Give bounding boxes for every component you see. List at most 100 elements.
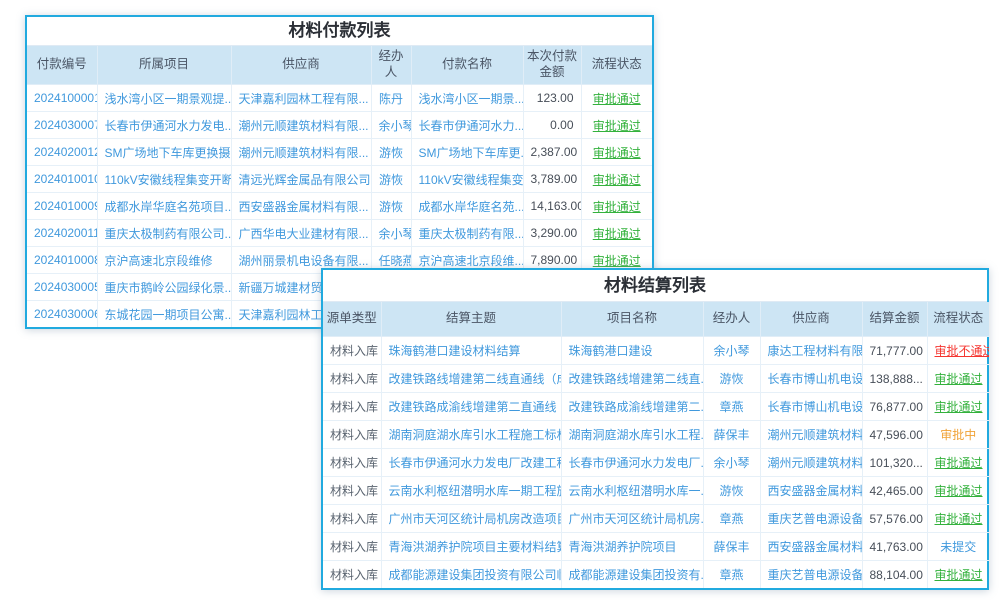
cell-link[interactable]: 潮州元顺建筑材料有限... [230,111,372,139]
cell-status[interactable]: 审批通过 [926,364,989,393]
cell-link[interactable]: 湖州丽景机电设备有限... [230,246,372,274]
cell-link[interactable]: 潮州元顺建筑材料有... [759,420,863,449]
cell-link[interactable]: 成都水岸华庭名苑... [410,192,524,220]
cell-status[interactable]: 审批通过 [926,504,989,533]
cell-link[interactable]: 浅水湾小区一期景... [410,84,524,112]
cell-handler[interactable]: 章燕 [702,392,761,421]
cell-status[interactable]: 审批不通过 [926,336,989,365]
cell-link[interactable]: 重庆太极制药有限公司... [96,219,232,247]
cell-link[interactable]: 长春市博山机电设备... [759,392,863,421]
cell-code[interactable]: 2024020011 [27,219,98,247]
cell-link[interactable]: 潮州元顺建筑材料有限... [230,138,372,166]
cell-link[interactable]: 成都能源建设集团投资有... [560,560,704,588]
cell-link[interactable]: 潮州元顺建筑材料有... [759,448,863,477]
cell-handler[interactable]: 薛保丰 [702,532,761,561]
cell-code[interactable]: 2024100001 [27,84,98,112]
cell-link[interactable]: 湖南洞庭湖水库引水工程... [560,420,704,449]
table-row: 2024010010 110kV安徽线程集变开断... 清远光辉金属品有限公司 游恢 1… [27,165,652,193]
cell-link[interactable]: 康达工程材料有限公司 [759,336,863,365]
cell-code[interactable]: 2024010010 [27,165,98,193]
cell-handler[interactable]: 余小琴 [702,336,761,365]
table-row: 2024010009 成都水岸华庭名苑项目... 西安盛器金属材料有限... 游恢 成都… [27,192,652,220]
cell-status[interactable]: 审批通过 [580,219,652,247]
cell-link[interactable]: 重庆市鹅岭公园绿化景... [96,273,232,301]
cell-amount: 76,877.00 [861,392,928,421]
cell-amount: 47,596.00 [861,420,928,449]
cell-link[interactable]: 京沪高速北京段维修 [96,246,232,274]
cell-code[interactable]: 2024030006 [27,300,98,327]
cell-link[interactable]: 西安盛器金属材料有限... [230,192,372,220]
cell-link[interactable]: 110kV安徽线程集变开断... [96,165,232,193]
cell-handler[interactable]: 游恢 [370,192,412,220]
cell-link[interactable]: 东城花园一期项目公寓... [96,300,232,327]
cell-link[interactable]: 珠海鹤港口建设材料结算 [380,336,562,365]
cell-link[interactable]: 改建铁路线增建第二线直... [560,364,704,393]
cell-code[interactable]: 2024030007 [27,111,98,139]
cell-code[interactable]: 2024010008 [27,246,98,274]
cell-amount: 88,104.00 [861,560,928,588]
cell-handler[interactable]: 薛保丰 [702,420,761,449]
cell-handler[interactable]: 游恢 [370,138,412,166]
column-header: 经办人 [370,46,412,85]
cell-link[interactable]: 长春市伊通河水力... [410,111,524,139]
cell-status[interactable]: 审批通过 [580,165,652,193]
cell-status[interactable]: 审批通过 [580,192,652,220]
cell-link[interactable]: 珠海鹤港口建设 [560,336,704,365]
cell-status[interactable]: 审批通过 [926,476,989,505]
cell-link[interactable]: 青海洪湖养护院项目 [560,532,704,561]
cell-link[interactable]: 西安盛器金属材料有... [759,476,863,505]
cell-link[interactable]: 改建铁路线增建第二线直通线（成... [380,364,562,393]
cell-link[interactable]: 长春市伊通河水力发电厂改建工程... [380,448,562,477]
cell-handler[interactable]: 游恢 [702,364,761,393]
cell-status[interactable]: 审批通过 [580,138,652,166]
cell-link[interactable]: 天津嘉利园林工程有限... [230,84,372,112]
cell-status[interactable]: 审批通过 [580,111,652,139]
cell-status[interactable]: 审批通过 [580,84,652,112]
cell-link[interactable]: 长春市博山机电设备... [759,364,863,393]
cell-link[interactable]: 长春市伊通河水力发电... [96,111,232,139]
cell-link[interactable]: 云南水利枢纽潜明水库一... [560,476,704,505]
column-header: 所属项目 [96,46,232,85]
cell-status: 审批中 [926,420,989,449]
cell-link[interactable]: 广州市天河区统计局机房改造项目... [380,504,562,533]
cell-handler[interactable]: 陈丹 [370,84,412,112]
cell-link[interactable]: 重庆艺普电源设备有... [759,560,863,588]
cell-handler[interactable]: 游恢 [702,476,761,505]
cell-link[interactable]: 广西华电大业建材有限... [230,219,372,247]
cell-link[interactable]: 浅水湾小区一期景观提... [96,84,232,112]
cell-link[interactable]: 青海洪湖养护院项目主要材料结算 [380,532,562,561]
cell-handler[interactable]: 余小琴 [702,448,761,477]
cell-status[interactable]: 审批通过 [926,560,989,588]
cell-link[interactable]: 成都能源建设集团投资有限公司临... [380,560,562,588]
cell-link[interactable]: 长春市伊通河水力发电厂... [560,448,704,477]
column-header: 源单类型 [323,302,382,337]
cell-handler[interactable]: 游恢 [370,165,412,193]
cell-link[interactable]: 重庆太极制药有限... [410,219,524,247]
cell-link[interactable]: 湖南洞庭湖水库引水工程施工标材... [380,420,562,449]
cell-link[interactable]: 广州市天河区统计局机房... [560,504,704,533]
cell-link[interactable]: 110kV安徽线程集变... [410,165,524,193]
cell-code[interactable]: 2024010009 [27,192,98,220]
cell-handler[interactable]: 余小琴 [370,111,412,139]
cell-link[interactable]: 云南水利枢纽潜明水库一期工程施... [380,476,562,505]
column-header: 结算金额 [861,302,928,337]
cell-link[interactable]: 成都水岸华庭名苑项目... [96,192,232,220]
cell-handler[interactable]: 余小琴 [370,219,412,247]
column-header: 供应商 [230,46,372,85]
cell-code[interactable]: 2024020012 [27,138,98,166]
cell-handler[interactable]: 章燕 [702,560,761,588]
cell-handler[interactable]: 章燕 [702,504,761,533]
cell-link[interactable]: 重庆艺普电源设备有... [759,504,863,533]
cell-link[interactable]: 清远光辉金属品有限公司 [230,165,372,193]
cell-source: 材料入库 [323,336,382,365]
column-header: 付款编号 [27,46,98,85]
cell-code[interactable]: 2024030005 [27,273,98,301]
cell-link[interactable]: 改建铁路成渝线增建第二直通线（... [380,392,562,421]
cell-link[interactable]: 改建铁路成渝线增建第二... [560,392,704,421]
cell-status[interactable]: 审批通过 [926,392,989,421]
column-header: 经办人 [702,302,761,337]
cell-link[interactable]: SM广场地下车库更... [410,138,524,166]
cell-status[interactable]: 审批通过 [926,448,989,477]
cell-link[interactable]: 西安盛器金属材料有... [759,532,863,561]
cell-link[interactable]: SM广场地下车库更换摄... [96,138,232,166]
